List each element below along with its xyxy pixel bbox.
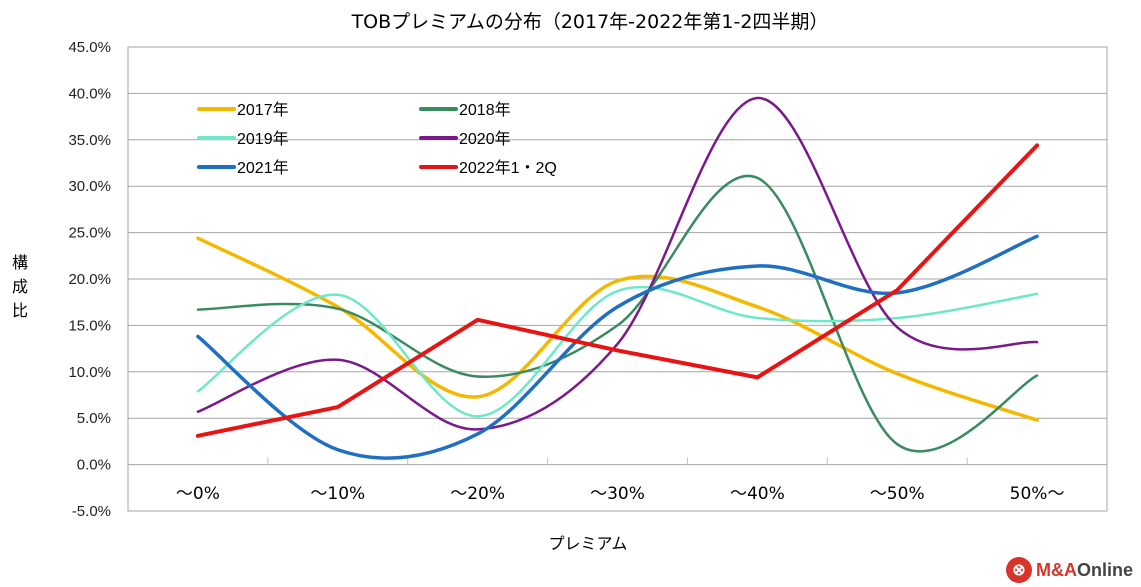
y-tick-label: 40.0% — [68, 85, 111, 102]
series-lines — [195, 96, 1040, 460]
legend-item-2021: 2021年 — [197, 159, 289, 177]
legend-label: 2022年1・2Q — [459, 159, 557, 177]
legend-item-2020: 2020年 — [419, 130, 511, 148]
y-tick-label: 0.0% — [77, 457, 111, 474]
legend-label: 2020年 — [459, 130, 511, 148]
legend-label: 2017年 — [237, 101, 289, 119]
y-tick-label: 45.0% — [68, 39, 111, 56]
legend-item-2019: 2019年 — [197, 130, 289, 148]
chart-title: TOBプレミアムの分布（2017年-2022年第1-2四半期） — [351, 11, 829, 33]
legend-label: 2018年 — [459, 101, 511, 119]
x-tick-label: 50%〜 — [1010, 484, 1065, 504]
x-tick-label: 〜20% — [450, 484, 505, 504]
y-tick-label: 10.0% — [68, 364, 111, 381]
x-tick-label: 〜0% — [176, 484, 220, 504]
logo-suffix: Online — [1076, 559, 1133, 580]
svg-text:構成比: 構成比 — [12, 253, 28, 320]
legend-item-2017: 2017年 — [197, 101, 289, 119]
x-tick-label: 〜10% — [310, 484, 365, 504]
series-line-2017 — [196, 236, 1039, 422]
x-tick-label: 〜40% — [730, 484, 785, 504]
y-tick-label: 20.0% — [68, 271, 111, 288]
y-tick-label: -5.0% — [72, 503, 111, 520]
legend-item-2018: 2018年 — [419, 101, 511, 119]
y-tick-label: 30.0% — [68, 178, 111, 195]
y-axis-label: 構成比 — [12, 253, 28, 320]
plot-frame — [127, 46, 1108, 512]
series-line-2020 — [196, 96, 1039, 431]
series-line-2018 — [196, 174, 1039, 453]
x-tick-label: 〜50% — [870, 484, 925, 504]
x-axis-label: プレミアム — [549, 534, 628, 553]
series-line-2019 — [196, 285, 1039, 418]
legend-label: 2021年 — [237, 159, 289, 177]
x-axis-ticks: 〜0% 〜10% 〜20% 〜30% 〜40% 〜50% 50%〜 — [176, 457, 1065, 504]
brand-logo: ⊗ M&AOnline — [1005, 557, 1133, 583]
legend-item-2022: 2022年1・2Q — [419, 159, 557, 177]
x-tick-label: 〜30% — [590, 484, 645, 504]
y-tick-label: 15.0% — [68, 317, 111, 334]
y-tick-label: 25.0% — [68, 225, 111, 242]
legend-label: 2019年 — [237, 130, 289, 148]
logo-icon: ⊗ — [1005, 557, 1032, 583]
logo-brand: M&A — [1035, 559, 1077, 580]
y-tick-label: 35.0% — [68, 132, 111, 149]
series-line-2021 — [196, 234, 1039, 460]
series-line-2022 — [195, 143, 1040, 438]
legend: 2017年 2018年 2019年 2020年 2021年 2022年1・2Q — [197, 101, 557, 177]
y-axis-ticks: 45.0% 40.0% 35.0% 30.0% 25.0% 20.0% 15.0% 10.0%… — [68, 39, 111, 520]
y-tick-label: 5.0% — [77, 410, 111, 427]
